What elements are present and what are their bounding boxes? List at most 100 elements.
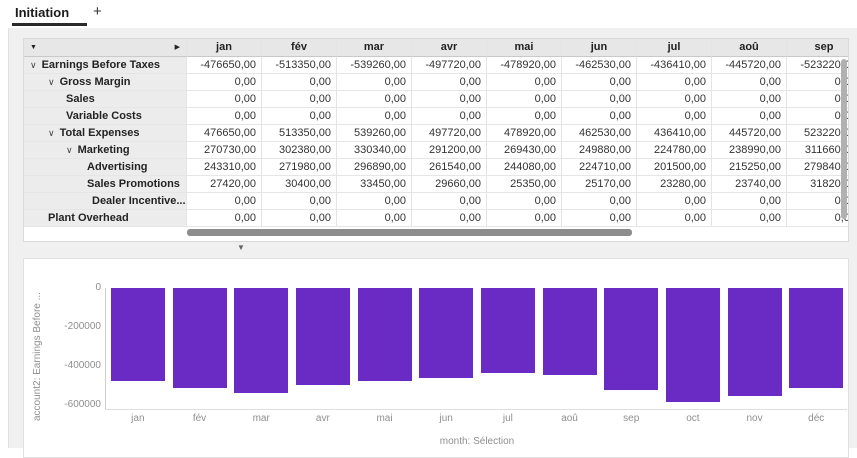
data-cell[interactable]: 0,00 [787,91,848,108]
bar[interactable] [110,288,165,381]
collapse-chevron-icon[interactable]: ∨ [30,60,37,70]
bar[interactable] [234,288,289,394]
data-cell[interactable]: 0,00 [337,91,412,108]
column-header-aoû[interactable]: aoû [712,39,787,57]
data-cell[interactable]: 0,00 [262,108,337,125]
data-cell[interactable]: 270730,00 [187,142,262,159]
data-cell[interactable]: 0,00 [712,108,787,125]
table-vertical-scrollbar[interactable] [841,59,847,219]
column-header-mar[interactable]: mar [337,39,412,57]
data-cell[interactable]: 0,00 [337,108,412,125]
data-cell[interactable]: 0,00 [712,91,787,108]
row-header[interactable]: Advertising [24,159,187,176]
data-cell[interactable]: -513350,00 [262,57,337,74]
data-cell[interactable]: 0,00 [712,193,787,210]
data-cell[interactable]: 0,00 [637,91,712,108]
data-cell[interactable]: 291200,00 [412,142,487,159]
data-cell[interactable]: 0,00 [187,108,262,125]
data-cell[interactable]: 23740,00 [712,176,787,193]
bar[interactable] [172,288,227,389]
data-cell[interactable]: 0,00 [187,193,262,210]
data-cell[interactable]: 0,00 [337,74,412,91]
tab-initiation[interactable]: Initiation [15,5,70,20]
collapse-chevron-icon[interactable]: ∨ [66,145,73,155]
data-cell[interactable]: 0,00 [262,91,337,108]
add-tab-button[interactable]: + [93,3,102,20]
data-cell[interactable]: 0,00 [562,74,637,91]
data-cell[interactable]: -476650,00 [187,57,262,74]
bar[interactable] [419,288,474,379]
data-cell[interactable]: 0,00 [712,74,787,91]
bar[interactable] [542,288,597,375]
data-cell[interactable]: -445720,00 [712,57,787,74]
data-cell[interactable]: 30400,00 [262,176,337,193]
column-header-sep[interactable]: sep [787,39,848,57]
data-cell[interactable]: 0,00 [487,91,562,108]
data-cell[interactable]: 0,00 [412,193,487,210]
data-cell[interactable]: 0,00 [412,108,487,125]
data-cell[interactable]: 0,00 [787,193,848,210]
data-cell[interactable]: 476650,00 [187,125,262,142]
row-header[interactable]: ∨ Gross Margin [24,74,187,91]
column-header-mai[interactable]: mai [487,39,562,57]
data-cell[interactable]: 244080,00 [487,159,562,176]
data-cell[interactable]: -539260,00 [337,57,412,74]
data-cell[interactable]: -523220,00 [787,57,848,74]
bar[interactable] [665,288,720,402]
bar[interactable] [357,288,412,382]
column-header-fév[interactable]: fév [262,39,337,57]
data-cell[interactable]: 269430,00 [487,142,562,159]
collapse-chevron-icon[interactable]: ∨ [48,128,55,138]
data-cell[interactable]: -462530,00 [562,57,637,74]
data-cell[interactable]: -478920,00 [487,57,562,74]
data-cell[interactable]: 0,00 [262,74,337,91]
data-cell[interactable]: 0,00 [337,210,412,227]
data-cell[interactable]: 0,00 [487,210,562,227]
data-cell[interactable]: 201500,00 [637,159,712,176]
data-cell[interactable]: 0,00 [562,210,637,227]
data-cell[interactable]: 539260,00 [337,125,412,142]
data-cell[interactable]: 271980,00 [262,159,337,176]
data-cell[interactable]: 29660,00 [412,176,487,193]
data-cell[interactable]: 0,00 [487,108,562,125]
data-cell[interactable]: 238990,00 [712,142,787,159]
data-cell[interactable]: 0,00 [487,74,562,91]
data-cell[interactable]: 0,00 [637,108,712,125]
data-cell[interactable]: 0,00 [637,193,712,210]
table-horizontal-scrollbar[interactable] [187,229,632,236]
data-cell[interactable]: 215250,00 [712,159,787,176]
row-header[interactable]: Variable Costs [24,108,187,125]
data-cell[interactable]: 0,00 [562,193,637,210]
data-cell[interactable]: 261540,00 [412,159,487,176]
data-cell[interactable]: 224710,00 [562,159,637,176]
collapse-chevron-icon[interactable]: ∨ [48,77,55,87]
data-cell[interactable]: 0,00 [637,74,712,91]
data-cell[interactable]: 0,00 [787,108,848,125]
row-header[interactable]: ∨ Total Expenses [24,125,187,142]
data-cell[interactable]: 224780,00 [637,142,712,159]
data-cell[interactable]: 436410,00 [637,125,712,142]
data-cell[interactable]: 296890,00 [337,159,412,176]
data-cell[interactable]: 0,00 [187,210,262,227]
data-cell[interactable]: 0,00 [562,108,637,125]
column-header-jun[interactable]: jun [562,39,637,57]
data-cell[interactable]: 31820,00 [787,176,848,193]
data-cell[interactable]: 27420,00 [187,176,262,193]
data-cell[interactable]: 0,00 [187,91,262,108]
bar[interactable] [727,288,782,396]
row-header[interactable]: Plant Overhead [24,210,187,227]
data-cell[interactable]: 0,00 [262,193,337,210]
bar[interactable] [789,288,844,388]
data-cell[interactable]: 33450,00 [337,176,412,193]
data-cell[interactable]: 0,00 [412,210,487,227]
row-header[interactable]: Sales Promotions [24,176,187,193]
data-cell[interactable]: 0,00 [412,74,487,91]
row-header[interactable]: ∨ Marketing [24,142,187,159]
data-cell[interactable]: 249880,00 [562,142,637,159]
data-cell[interactable]: 279840,00 [787,159,848,176]
data-cell[interactable]: 0,00 [637,210,712,227]
filter-dropdown-icon[interactable]: ▼ [30,43,37,51]
data-cell[interactable]: 0,00 [187,74,262,91]
data-cell[interactable]: 0,00 [787,210,848,227]
data-cell[interactable]: 462530,00 [562,125,637,142]
